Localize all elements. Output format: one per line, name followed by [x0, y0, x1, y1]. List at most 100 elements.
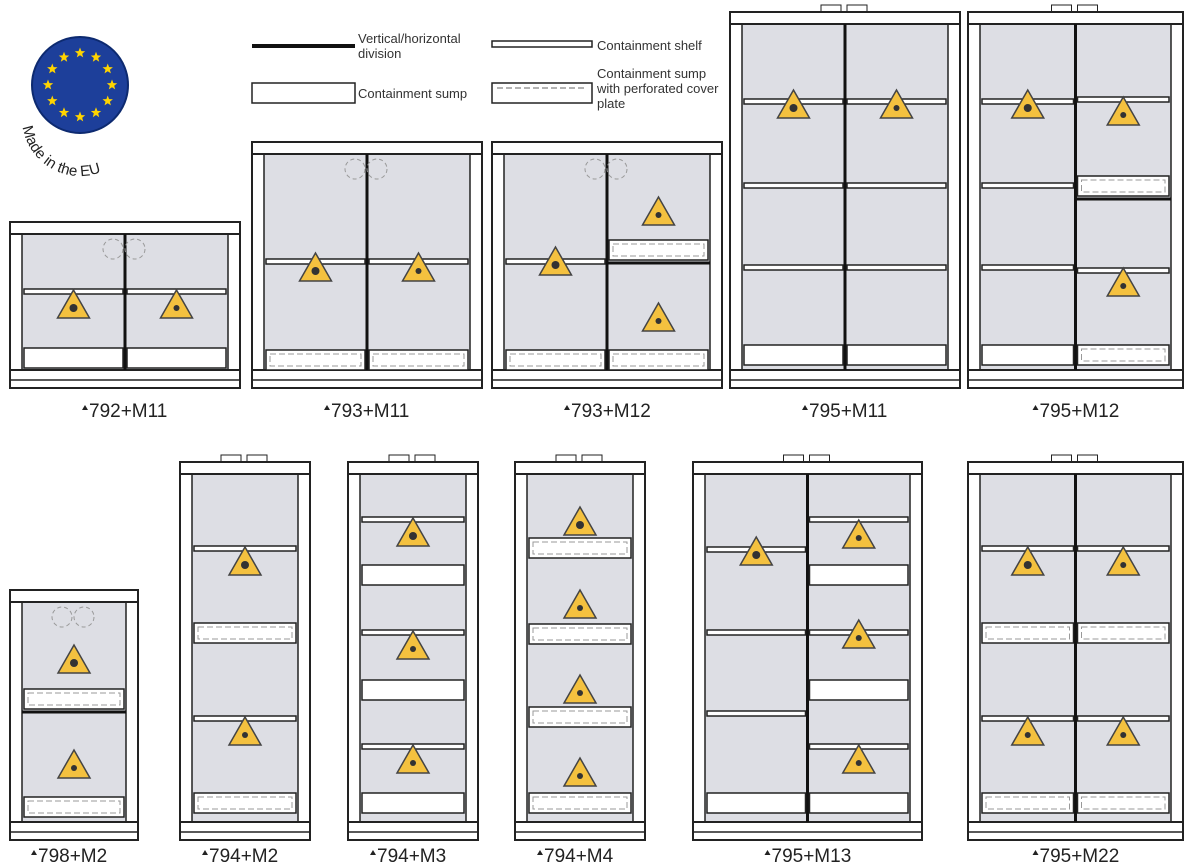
- cabinet: 793+M11: [251, 141, 483, 422]
- sump: [361, 679, 465, 701]
- vent: [51, 606, 73, 628]
- sump: [981, 622, 1075, 644]
- shelf: [743, 264, 844, 271]
- hazard-sign: [395, 743, 431, 774]
- perf-cover: [1081, 796, 1166, 810]
- shelf: [846, 182, 947, 189]
- hazard-symbol: [410, 760, 416, 766]
- legend-sump: [251, 82, 356, 104]
- hazard-sign: [1105, 266, 1141, 297]
- cabinet-label: 793+M12: [571, 401, 651, 422]
- cabinet: 795+M12: [967, 4, 1184, 422]
- cabinet: 795+M11: [729, 4, 961, 422]
- perf-cover: [27, 692, 121, 706]
- sump: [1076, 792, 1170, 814]
- eu-badge: Made in the EU: [19, 36, 129, 180]
- hazard-symbol: [173, 305, 180, 311]
- vent: [102, 238, 124, 260]
- perf-cover: [985, 796, 1070, 810]
- hazard-symbol: [70, 659, 78, 667]
- hazard-sign: [841, 618, 877, 649]
- hazard-symbol: [69, 304, 78, 312]
- connector: [555, 454, 577, 463]
- hazard-symbol: [1120, 562, 1127, 568]
- shelf: [846, 264, 947, 271]
- hazard-symbol: [893, 105, 900, 111]
- hazard-symbol: [241, 561, 249, 569]
- hazard-symbol: [789, 104, 798, 112]
- star: [47, 95, 58, 106]
- shelf: [981, 264, 1075, 271]
- perf-cover: [612, 353, 705, 367]
- sump: [706, 792, 807, 814]
- sump: [193, 792, 297, 814]
- hazard-sign: [562, 673, 598, 704]
- cabinet-label: 794+M4: [544, 846, 614, 867]
- cabinet: 795+M13: [692, 454, 923, 867]
- hazard-sign: [641, 195, 676, 226]
- connector: [1077, 4, 1098, 13]
- top-bar: [251, 141, 483, 155]
- perf-cover: [532, 796, 628, 810]
- hazard-symbol: [1024, 732, 1031, 738]
- cabinet-label: 795+M13: [772, 846, 852, 867]
- hazard-symbol: [752, 551, 761, 559]
- hazard-symbol: [71, 765, 77, 771]
- hazard-sign: [879, 88, 914, 119]
- hazard-sign: [1105, 95, 1141, 126]
- hazard-symbol: [1023, 561, 1032, 569]
- perf-cover: [612, 243, 705, 257]
- star: [90, 107, 102, 118]
- connector: [846, 4, 868, 13]
- perf-cover: [532, 710, 628, 724]
- vent: [344, 158, 366, 180]
- sump: [368, 349, 469, 371]
- hazard-sign: [395, 629, 431, 660]
- cabinet-label: 795+M12: [1040, 401, 1120, 422]
- label-marker: [764, 850, 771, 855]
- star: [102, 95, 113, 106]
- hazard-sign: [841, 743, 877, 774]
- label-marker: [31, 850, 37, 855]
- sump: [505, 349, 606, 371]
- hazard-symbol: [242, 732, 248, 738]
- top-bar: [9, 221, 241, 235]
- hazard-symbol: [1120, 283, 1127, 289]
- top-bar: [347, 461, 479, 475]
- hazard-symbol: [655, 212, 662, 218]
- label-marker: [324, 405, 330, 410]
- perf-cover: [197, 626, 293, 640]
- hazard-symbol: [415, 268, 422, 274]
- cabinet-label: 794+M2: [209, 846, 278, 867]
- shelf: [706, 710, 807, 717]
- sump: [23, 688, 125, 710]
- perf-cover: [1081, 626, 1166, 640]
- hazard-symbol: [1120, 112, 1127, 118]
- top-bar: [692, 461, 923, 475]
- label-marker: [370, 850, 376, 855]
- top-bar: [967, 11, 1184, 25]
- sump: [361, 564, 465, 586]
- perf-cover: [27, 800, 121, 814]
- sump: [23, 347, 124, 369]
- sump: [1076, 344, 1170, 366]
- star: [58, 51, 70, 62]
- hazard-symbol: [409, 532, 417, 540]
- top-bar: [491, 141, 723, 155]
- sump: [808, 679, 909, 701]
- label-marker: [1032, 850, 1039, 855]
- perf-cover: [509, 353, 602, 367]
- hazard-symbol: [577, 773, 583, 779]
- hazard-symbol: [1023, 104, 1032, 112]
- perf-cover: [532, 541, 628, 555]
- perf-cover: [269, 353, 362, 367]
- top-bar: [514, 461, 646, 475]
- vent: [606, 158, 628, 180]
- top-bar: [179, 461, 311, 475]
- shelf: [743, 182, 844, 189]
- connector: [220, 454, 242, 463]
- connector: [820, 4, 842, 13]
- hazard-sign: [641, 301, 676, 332]
- hazard-symbol: [855, 535, 862, 541]
